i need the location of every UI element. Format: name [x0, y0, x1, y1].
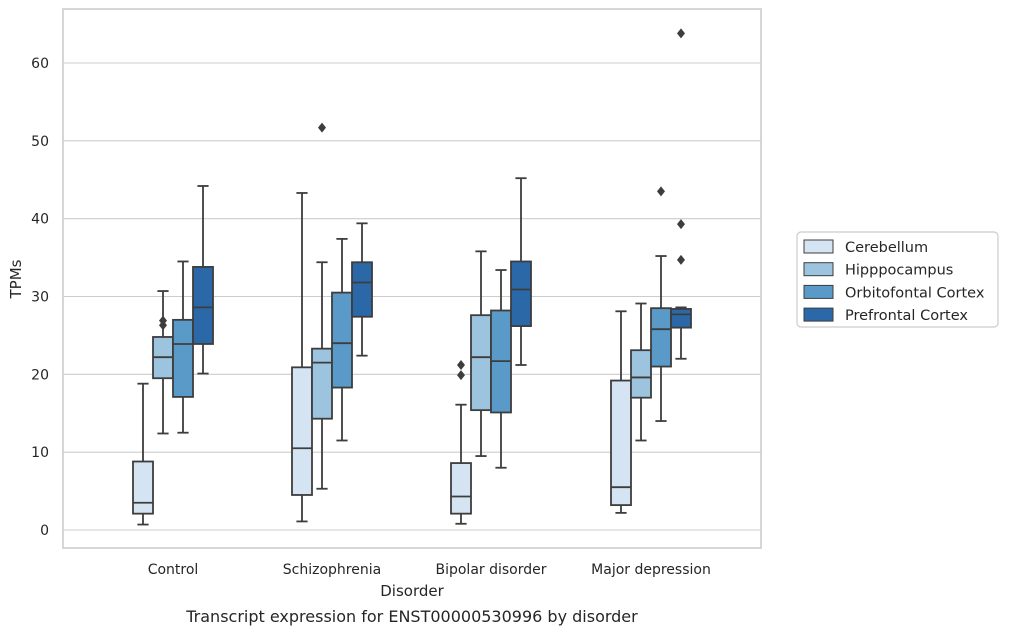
legend: Cerebellum Hipppocampus Orbitofontal Corte…	[796, 231, 999, 328]
y-axis-label: TPMs	[7, 259, 25, 299]
outlier-point	[657, 186, 665, 197]
legend-label: Cerebellum	[845, 240, 928, 256]
y-tick-label: 60	[31, 56, 49, 72]
box-body	[351, 261, 373, 318]
y-tick-label: 40	[31, 212, 49, 228]
x-tick-label: Control	[148, 562, 199, 578]
outlier-point	[677, 254, 685, 265]
box-3-2	[510, 177, 532, 366]
outlier-point	[677, 219, 685, 230]
box-body	[132, 460, 154, 515]
box-0-3	[610, 310, 632, 514]
box-3-1	[351, 222, 373, 357]
y-tick-label: 30	[31, 290, 49, 306]
box-1-2	[470, 250, 492, 457]
legend-swatch	[803, 262, 834, 277]
box-3-0	[192, 185, 214, 375]
box-2-1	[331, 238, 353, 442]
box-0-0	[132, 382, 154, 526]
y-tick-label: 50	[31, 134, 49, 150]
box-body	[450, 462, 472, 515]
chart-caption: Transcript expression for ENST0000053099…	[185, 607, 638, 626]
box-1-1	[311, 122, 333, 490]
box-body	[172, 318, 194, 398]
x-axis-label: Disorder	[380, 582, 444, 600]
box-2-0	[172, 260, 194, 434]
box-body	[291, 366, 313, 496]
box-body	[331, 291, 353, 389]
outlier-point	[457, 370, 465, 381]
gridlines	[63, 62, 761, 531]
outlier-point	[318, 122, 326, 133]
box-1-3	[630, 302, 652, 442]
x-tick-label: Major depression	[591, 562, 711, 578]
legend-label: Prefrontal Cortex	[845, 308, 968, 324]
box-body	[610, 379, 632, 506]
box-0-1	[291, 192, 313, 523]
plot-area	[132, 28, 692, 526]
box-body	[510, 260, 532, 327]
legend-label: Hipppocampus	[845, 263, 953, 279]
box-1-0	[152, 290, 174, 435]
y-tick-label: 0	[40, 523, 49, 539]
box-2-3	[650, 186, 672, 422]
legend-swatch	[803, 307, 834, 322]
box-body	[470, 314, 492, 412]
legend-label: Orbitofontal Cortex	[845, 285, 985, 301]
outlier-point	[677, 28, 685, 39]
y-tick-label: 10	[31, 445, 49, 461]
box-body	[192, 266, 214, 345]
box-0-2	[450, 359, 472, 525]
outlier-point	[457, 359, 465, 370]
plot-frame	[62, 8, 762, 549]
box-body	[650, 307, 672, 368]
axes-frame	[62, 8, 762, 549]
y-axis-ticks: 0 10 20 30 40 50 60	[31, 56, 49, 539]
box-2-2	[490, 269, 512, 469]
y-tick-label: 20	[31, 367, 49, 383]
box-body	[311, 347, 333, 420]
legend-box	[796, 231, 999, 328]
outlier-point	[159, 315, 167, 326]
legend-swatch	[803, 284, 834, 299]
legend-swatch	[803, 239, 834, 254]
x-axis-ticks: Control Schizophrenia Bipolar disorder Majo…	[148, 562, 711, 578]
x-tick-label: Bipolar disorder	[435, 562, 546, 578]
box-3-3	[670, 28, 692, 360]
box-body	[670, 308, 692, 329]
x-tick-label: Schizophrenia	[283, 562, 381, 578]
box-body	[630, 349, 652, 399]
